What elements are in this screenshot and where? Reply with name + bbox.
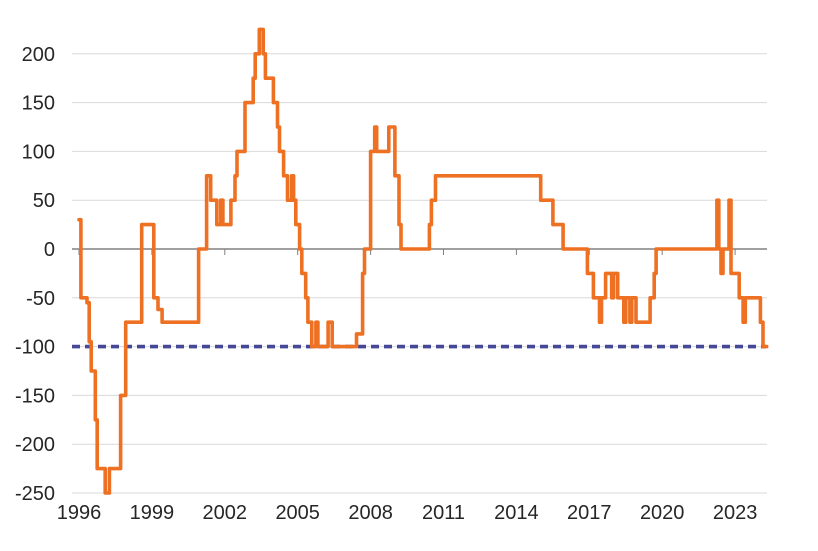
y-tick-label: 150 [22, 93, 55, 115]
y-tick-label: 50 [33, 190, 55, 212]
y-tick-label: -250 [15, 483, 55, 505]
x-tick-label: 2005 [275, 502, 320, 524]
rate-spread-step-line [77, 27, 769, 495]
y-tick-label: -200 [15, 434, 55, 456]
x-tick-label: 1999 [130, 502, 175, 524]
y-tick-label: -100 [15, 337, 55, 359]
y-tick-label: 200 [22, 44, 55, 66]
x-tick-label: 2020 [640, 502, 685, 524]
y-tick-label: 0 [44, 239, 55, 261]
y-tick-label: -50 [26, 288, 55, 310]
x-tick-label: 2017 [567, 502, 612, 524]
x-tick-label: 2014 [494, 502, 539, 524]
x-tick-label: 2008 [348, 502, 393, 524]
y-tick-label: -150 [15, 385, 55, 407]
x-tick-label: 2011 [422, 502, 465, 524]
x-tick-label: 2023 [713, 502, 758, 524]
x-tick-label: 1996 [57, 502, 102, 524]
y-tick-label: 100 [22, 141, 55, 163]
x-tick-label: 2002 [203, 502, 248, 524]
